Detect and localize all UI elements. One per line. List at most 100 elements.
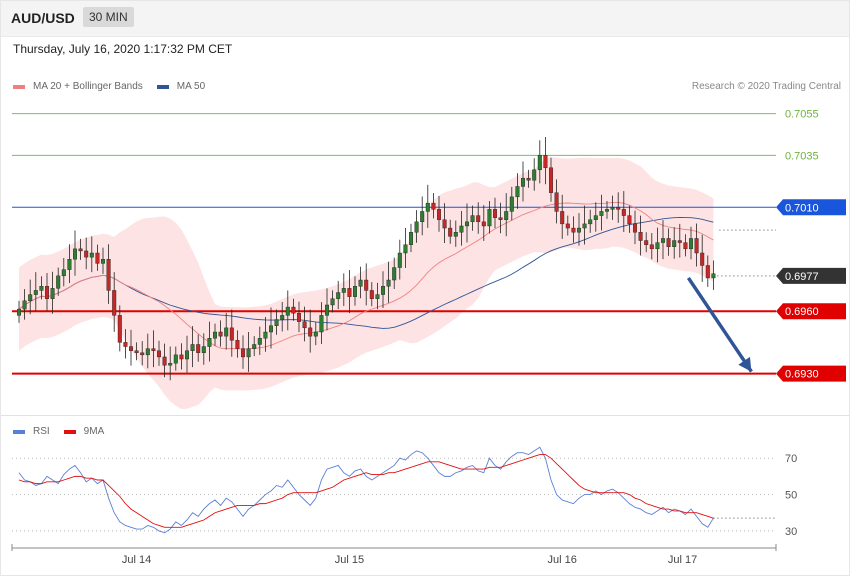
candle-body: [672, 240, 677, 247]
candle-body: [123, 342, 128, 347]
legend-ma50: MA 50: [156, 81, 206, 92]
candle-body: [521, 177, 526, 187]
candle-body: [627, 215, 632, 225]
ma20-line: [18, 201, 714, 350]
copyright-note: Research © 2020 Trading Central: [691, 81, 841, 92]
legend-rsi: RSI: [13, 426, 50, 437]
rsi-legend: RSI 9MA: [13, 426, 118, 437]
candle-body: [33, 290, 38, 295]
candle-body: [50, 288, 55, 299]
candle-body: [291, 306, 296, 314]
candle-body: [577, 227, 582, 233]
candle-body: [39, 286, 44, 291]
candle-body: [705, 265, 710, 279]
candle-body: [145, 348, 150, 356]
candle-body: [689, 238, 694, 250]
candle-body: [655, 242, 660, 250]
candle-body: [325, 304, 330, 316]
candle-body: [616, 207, 621, 210]
legend-9ma: 9MA: [63, 426, 104, 437]
candle-body: [140, 352, 145, 356]
candle-body: [274, 319, 279, 326]
candle-body: [117, 315, 122, 343]
candle-body: [201, 346, 206, 353]
candle-body: [297, 313, 302, 322]
timeframe-badge[interactable]: 30 MIN: [83, 7, 134, 27]
candle-body: [470, 215, 475, 223]
candle-body: [212, 331, 217, 339]
candle-body: [313, 331, 318, 337]
candle-body: [493, 209, 498, 218]
candle-body: [84, 250, 89, 258]
rsi-tick-label: 50: [785, 490, 797, 502]
candle-body: [218, 331, 223, 337]
x-tick-label: Jul 15: [335, 554, 364, 566]
x-tick-label: Jul 16: [548, 554, 577, 566]
candle-body: [381, 286, 386, 295]
candle-body: [532, 169, 537, 181]
candle-body: [330, 298, 335, 306]
candle-body: [605, 209, 610, 212]
candle-body: [375, 294, 380, 299]
candle-body: [95, 252, 100, 264]
candle-body: [666, 238, 671, 247]
candle-body: [543, 155, 548, 168]
candle-body: [386, 279, 391, 287]
candle-body: [179, 354, 184, 360]
candle-body: [285, 306, 290, 316]
candle-body: [156, 350, 161, 358]
x-tick-label: Jul 17: [668, 554, 697, 566]
candle-body: [45, 286, 50, 299]
candle-body: [308, 327, 313, 337]
level-label: 0.7055: [785, 109, 819, 121]
candle-body: [106, 259, 111, 291]
candle-body: [364, 279, 369, 291]
candle-body: [621, 209, 626, 216]
candle-body: [134, 350, 139, 353]
candle-body: [661, 238, 666, 243]
candle-body: [549, 167, 554, 193]
candle-body: [711, 273, 716, 279]
candle-body: [28, 294, 33, 302]
candle-body: [453, 232, 458, 237]
candle-body: [414, 221, 419, 233]
rsi-swatch: [13, 429, 25, 434]
candle-body: [252, 344, 257, 349]
candle-body: [498, 217, 503, 220]
candle-body: [184, 350, 189, 360]
candle-body: [56, 275, 61, 289]
candle-body: [403, 244, 408, 254]
candle-body: [397, 252, 402, 268]
rsi-label: RSI: [33, 426, 50, 437]
candle-body: [437, 209, 442, 220]
candle-body: [112, 290, 117, 316]
candle-body: [425, 202, 430, 212]
candle-body: [700, 252, 705, 266]
candle-body: [72, 248, 77, 260]
candle-body: [694, 238, 699, 254]
symbol-title: AUD/USD: [11, 10, 75, 26]
candle-body: [487, 209, 492, 227]
candle-body: [100, 259, 105, 264]
candle-body: [128, 346, 133, 351]
candle-body: [263, 331, 268, 339]
ma50-label: MA 50: [176, 81, 206, 92]
level-label: 0.7035: [785, 150, 819, 162]
ma9-swatch: [63, 429, 76, 434]
candle-body: [347, 288, 352, 297]
candle-body: [22, 300, 27, 310]
candle-body: [526, 177, 531, 181]
candle-body: [353, 286, 358, 297]
candle-body: [515, 186, 520, 198]
candle-body: [336, 292, 341, 299]
candle-body: [224, 327, 229, 337]
x-tick-label: Jul 14: [122, 554, 151, 566]
candle-body: [61, 269, 66, 277]
candle-body: [649, 244, 654, 250]
candle-body: [599, 211, 604, 216]
candle-body: [459, 225, 464, 233]
level-label: 0.7010: [785, 202, 819, 214]
ma20-label: MA 20 + Bollinger Bands: [33, 81, 143, 92]
candle-body: [67, 259, 72, 270]
